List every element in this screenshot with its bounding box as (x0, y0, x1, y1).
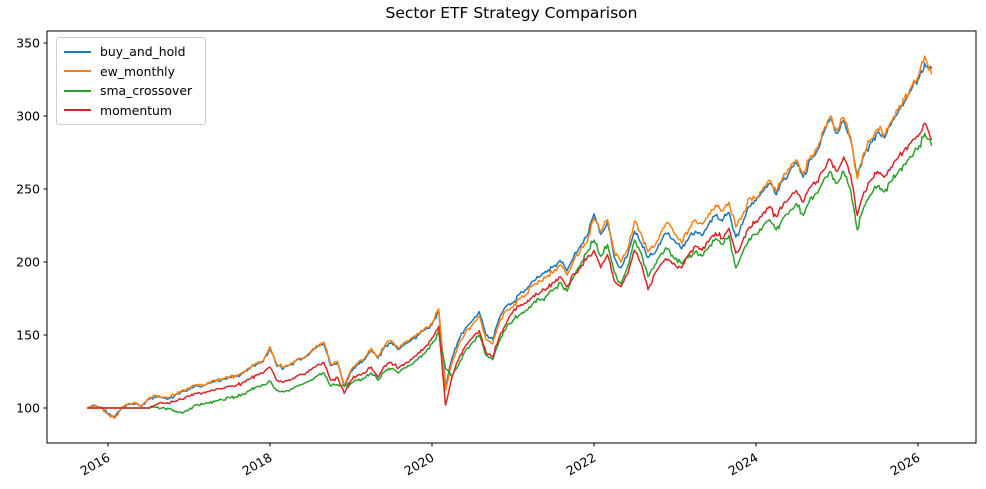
legend-item-sma-crossover: sma_crossover (64, 81, 197, 101)
legend-item-ew-monthly: ew_monthly (64, 62, 197, 82)
y-tick-label: 150 (16, 327, 40, 342)
y-tick-label: 200 (16, 254, 40, 269)
legend-label: buy_and_hold (100, 44, 186, 60)
series-line-ew_monthly (87, 55, 933, 419)
legend-line-swatch-ew-monthly (64, 70, 91, 73)
x-tick-label: 2018 (239, 450, 274, 479)
x-tick-label: 2024 (725, 450, 760, 479)
x-tick-label: 2016 (77, 450, 112, 479)
x-tick-label: 2026 (887, 450, 922, 479)
legend-label: ew_monthly (100, 63, 175, 79)
series-line-buy_and_hold (87, 62, 933, 418)
axes-frame (46, 30, 977, 444)
x-tick-label: 2022 (563, 450, 598, 479)
x-tick-label: 2020 (401, 450, 436, 479)
y-tick-label: 350 (16, 35, 40, 50)
series-lines (87, 55, 933, 419)
legend-item-buy-and-hold: buy_and_hold (64, 42, 197, 62)
y-tick-label: 300 (16, 108, 40, 123)
chart-title: Sector ETF Strategy Comparison (385, 4, 638, 22)
legend-label: sma_crossover (100, 83, 193, 99)
y-tick-label: 100 (16, 400, 40, 415)
legend-line-swatch-momentum (64, 109, 91, 112)
series-line-sma_crossover (87, 132, 933, 414)
legend: buy_and_hold ew_monthly sma_crossover mo… (56, 37, 206, 125)
legend-label: momentum (100, 102, 172, 118)
series-line-momentum (87, 122, 933, 409)
y-tick-label: 250 (16, 181, 40, 196)
legend-line-swatch-sma-crossover (64, 89, 91, 92)
legend-item-momentum: momentum (64, 101, 197, 121)
legend-line-swatch-buy-and-hold (64, 50, 91, 53)
